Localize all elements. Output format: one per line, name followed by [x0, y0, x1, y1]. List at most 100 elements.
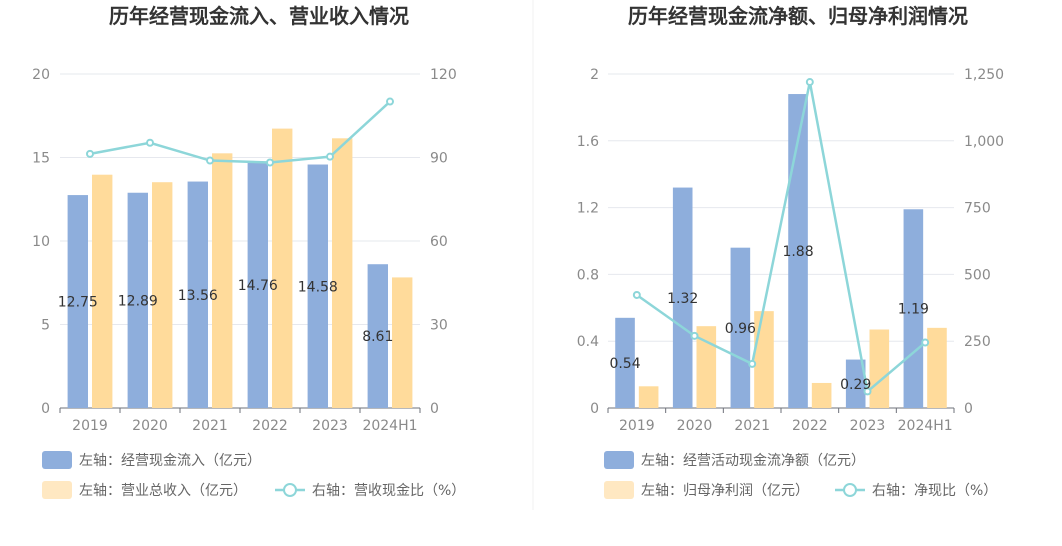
- bar-value-label: 14.58: [298, 279, 338, 295]
- bar-2-series-1: [127, 192, 148, 408]
- bar-value-label: 0.96: [725, 321, 756, 337]
- legend-swatch-series-1: [604, 451, 634, 469]
- y-right-tick-label: 90: [430, 151, 448, 167]
- bar-3-series-2: [754, 311, 774, 408]
- line-point-2: [146, 138, 154, 147]
- bar-1-series-1: [615, 317, 635, 408]
- line-point-1: [632, 290, 641, 299]
- chart-title: 历年经营现金流入、营业收入情况: [109, 4, 409, 28]
- bar-2-series-1: [672, 187, 693, 408]
- x-tick-label: 2021: [192, 418, 228, 434]
- y-left-tick-label: 2: [590, 67, 599, 83]
- x-tick-label: 2019: [72, 418, 108, 434]
- bar-5-series-1: [307, 164, 328, 408]
- line-point-4: [266, 158, 274, 167]
- legend-label-series-1: 左轴：经营活动现金流净额（亿元）: [641, 453, 865, 469]
- bar-4-series-2: [272, 128, 293, 408]
- y-left-tick-label: 0.4: [577, 334, 599, 350]
- y-left-tick-label: 20: [32, 67, 50, 83]
- bar-4-series-1: [247, 161, 268, 408]
- x-tick-label: 2020: [677, 418, 713, 434]
- legend-label-series-3: 右轴：净现比（%）: [872, 483, 997, 499]
- legend-swatch-series-2: [42, 481, 72, 499]
- x-tick-label: 2022: [792, 418, 828, 434]
- y-right-tick-label: 750: [964, 201, 991, 217]
- line-series-path: [89, 100, 391, 164]
- bar-value-label: 12.75: [58, 295, 98, 311]
- y-left-tick-label: 5: [41, 318, 50, 334]
- bar-6-series-2: [392, 277, 413, 408]
- bar-value-label: 0.54: [609, 356, 640, 372]
- bar-4-series-1: [788, 94, 808, 408]
- bar-4-series-2: [811, 382, 832, 408]
- bar-5-series-2: [332, 138, 353, 409]
- legend-marker-series-3: [843, 483, 857, 497]
- x-tick-label: 2022: [252, 418, 288, 434]
- legend-swatch-series-1: [42, 451, 72, 469]
- bar-value-label: 0.29: [840, 377, 871, 393]
- line-point-3: [748, 359, 757, 368]
- legend-swatch-series-2: [604, 481, 634, 499]
- y-left-tick-label: 1.2: [577, 201, 599, 217]
- bar-2-series-2: [696, 326, 717, 408]
- x-tick-label: 2021: [734, 418, 770, 434]
- line-point-6: [921, 338, 930, 347]
- legend-label-series-2: 左轴：营业总收入（亿元）: [79, 483, 247, 499]
- bar-3-series-2: [212, 153, 233, 408]
- x-tick-label: 2024H1: [362, 418, 417, 434]
- bar-5-series-2: [869, 329, 890, 408]
- bar-value-label: 12.89: [118, 293, 158, 309]
- bar-1-series-2: [92, 174, 113, 408]
- bar-3-series-1: [730, 247, 751, 408]
- chart-title: 历年经营现金流净额、归母净利润情况: [628, 4, 968, 28]
- y-left-tick-label: 0: [41, 401, 50, 417]
- line-point-5: [326, 152, 334, 161]
- legend-label-series-3: 右轴：营收现金比（%）: [312, 483, 465, 499]
- line-series-path: [636, 81, 926, 394]
- bar-6-series-2: [927, 327, 947, 408]
- line-point-3: [206, 156, 214, 165]
- x-tick-label: 2019: [619, 418, 655, 434]
- bar-5-series-1: [845, 359, 866, 408]
- line-point-2: [690, 331, 699, 340]
- y-right-tick-label: 250: [964, 334, 991, 350]
- y-right-tick-label: 500: [964, 267, 991, 283]
- bar-value-label: 1.32: [667, 291, 698, 307]
- bar-1-series-2: [638, 386, 659, 408]
- bar-value-label: 14.76: [238, 278, 278, 294]
- bar-value-label: 1.19: [898, 302, 929, 318]
- y-right-tick-label: 1,000: [964, 134, 1004, 150]
- chart-1: 历年经营现金流入、营业收入情况 0 0 5 30 10 60 15 90 20 120 2019 202…: [32, 4, 465, 499]
- y-right-tick-label: 30: [430, 318, 448, 334]
- y-right-tick-label: 0: [430, 401, 439, 417]
- y-left-tick-label: 10: [32, 234, 50, 250]
- y-left-tick-label: 15: [32, 151, 50, 167]
- chart-2: 历年经营现金流净额、归母净利润情况 0 0 0.4 250 0.8 500 1.2 750 1.6…: [577, 4, 1004, 499]
- bar-6-series-1: [367, 264, 388, 408]
- legend-marker-series-3: [283, 483, 297, 497]
- bar-value-label: 1.88: [782, 244, 813, 260]
- legend-label-series-1: 左轴：经营现金流入（亿元）: [79, 453, 261, 469]
- bar-value-label: 13.56: [178, 288, 218, 304]
- line-point-5: [863, 387, 872, 396]
- x-tick-label: 2020: [132, 418, 168, 434]
- x-tick-label: 2023: [312, 418, 348, 434]
- y-left-tick-label: 0.8: [577, 267, 599, 283]
- y-left-tick-label: 0: [590, 401, 599, 417]
- legend-label-series-2: 左轴：归母净利润（亿元）: [641, 482, 809, 499]
- y-right-tick-label: 1,250: [964, 67, 1004, 83]
- y-left-tick-label: 1.6: [577, 134, 599, 150]
- x-tick-label: 2024H1: [898, 418, 953, 434]
- line-point-1: [86, 149, 94, 158]
- bar-2-series-2: [152, 182, 173, 408]
- y-right-tick-label: 120: [430, 67, 457, 83]
- line-point-4: [805, 78, 814, 87]
- line-point-6: [386, 97, 394, 106]
- y-right-tick-label: 0: [964, 401, 973, 417]
- x-tick-label: 2023: [850, 418, 886, 434]
- bar-value-label: 8.61: [362, 329, 393, 345]
- bar-1-series-1: [67, 195, 88, 408]
- y-right-tick-label: 60: [430, 234, 448, 250]
